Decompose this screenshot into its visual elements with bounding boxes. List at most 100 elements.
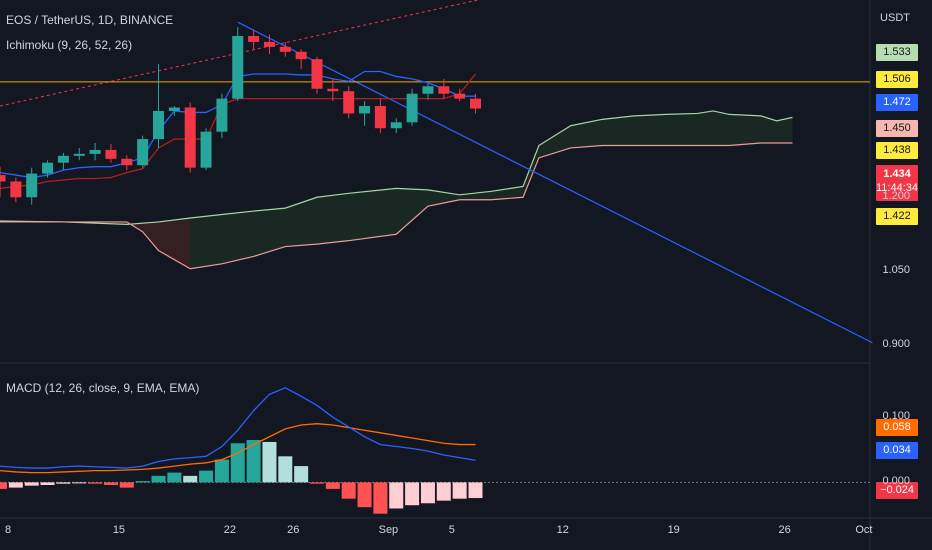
- candle-body: [359, 106, 371, 114]
- time-tick-label: 8: [4, 524, 12, 536]
- macd-histogram-bar: [167, 472, 182, 483]
- candle-body: [10, 181, 22, 198]
- candle-body: [374, 106, 386, 129]
- candle-body: [454, 93, 466, 99]
- candle-body: [422, 86, 434, 94]
- macd-histogram-bar: [452, 482, 467, 499]
- candle-body: [42, 162, 54, 174]
- macd-signal-line: [0, 423, 476, 474]
- time-tick-label: 22: [223, 524, 237, 536]
- time-tick-label: 19: [667, 524, 680, 536]
- price-tick-label: 0.900: [882, 338, 910, 351]
- candle-body: [0, 175, 6, 182]
- price-badge: 1.450: [876, 120, 918, 137]
- macd-tick-label: 0.000: [882, 475, 910, 488]
- candle-body: [200, 131, 212, 168]
- candle-body: [263, 41, 275, 47]
- macd-histogram-bar: [8, 482, 23, 488]
- current-price-badge: 1.434 11:44:34: [876, 165, 918, 201]
- macd-histogram-bar: [40, 482, 55, 485]
- ichimoku-cloud: [0, 110, 793, 269]
- ichimoku-legend[interactable]: Ichimoku (9, 26, 52, 26): [6, 38, 133, 52]
- candle-body: [406, 93, 418, 123]
- price-badge: 1.533: [876, 44, 918, 61]
- candle-body: [390, 122, 402, 129]
- macd-histogram-bar: [325, 482, 340, 489]
- candle-body: [57, 155, 69, 163]
- macd-line: [0, 387, 476, 469]
- macd-histogram-bar: [278, 456, 293, 483]
- macd-badge: 0.058: [876, 419, 918, 436]
- macd-histogram-bar: [199, 470, 214, 483]
- macd-histogram-bar: [230, 443, 245, 483]
- time-tick-label: 26: [778, 524, 791, 536]
- macd-histogram-bar: [420, 482, 435, 504]
- macd-histogram-bar: [0, 482, 7, 489]
- currency-label: USDT: [880, 12, 910, 24]
- macd-histogram-bar: [357, 482, 372, 508]
- candle-body: [327, 88, 339, 92]
- candle-body: [26, 173, 38, 198]
- macd-histogram-bar: [183, 475, 198, 483]
- candle-body: [470, 98, 481, 109]
- senkou-span-a: [0, 110, 793, 225]
- time-tick-label: 26: [287, 524, 300, 536]
- price-tick-label: 1.200: [882, 190, 910, 203]
- time-tick-label: Oct: [855, 524, 873, 536]
- macd-badge: −0.024: [876, 482, 918, 499]
- macd-histogram-bar: [103, 482, 118, 485]
- candle-body: [279, 46, 291, 52]
- macd-histogram-bar: [88, 482, 103, 484]
- time-tick-label: 12: [556, 524, 569, 536]
- candle-body: [121, 158, 133, 166]
- candle-body: [153, 110, 164, 140]
- countdown-timer: 11:44:34: [876, 182, 919, 194]
- candle-body: [105, 149, 117, 159]
- candle-body: [311, 59, 323, 89]
- macd-histogram-bar: [262, 441, 277, 483]
- price-badge: 1.438: [876, 142, 918, 159]
- symbol-title[interactable]: EOS / TetherUS, 1D, BINANCE: [6, 13, 174, 27]
- trendline: [237, 21, 873, 344]
- macd-histogram-bar: [56, 482, 71, 484]
- time-tick-label: 15: [112, 524, 126, 536]
- macd-histogram-bar: [24, 482, 39, 486]
- price-badge: 1.472: [876, 94, 918, 111]
- price-badge: 1.506: [876, 71, 918, 88]
- macd-histogram-bar: [246, 440, 261, 483]
- macd-histogram-bar: [294, 466, 309, 483]
- macd-histogram-bar: [214, 459, 229, 483]
- candle-body: [295, 51, 307, 60]
- dotted-trendline: [0, 0, 480, 107]
- macd-badge: 0.034: [876, 442, 918, 459]
- macd-tick-label: 0.100: [882, 410, 910, 423]
- macd-histogram-bar: [310, 482, 324, 484]
- time-tick-label: Sep: [378, 524, 399, 536]
- time-tick-label: 5: [448, 524, 455, 536]
- price-tick-label: 1.050: [882, 264, 910, 277]
- candle-body: [232, 36, 244, 99]
- senkou-span-b: [0, 142, 793, 270]
- macd-histogram-bar: [341, 482, 356, 499]
- macd-histogram-bar: [405, 482, 420, 506]
- macd-histogram-bar: [436, 482, 451, 501]
- macd-histogram-bar: [135, 481, 150, 483]
- macd-histogram-bar: [389, 482, 404, 509]
- candle-body: [184, 107, 196, 168]
- current-price-value: 1.434: [883, 168, 911, 180]
- candle-body: [168, 107, 180, 111]
- macd-histogram-bar: [119, 482, 134, 488]
- candle-body: [216, 98, 228, 132]
- candle-body: [248, 36, 260, 42]
- candle-body: [73, 153, 85, 156]
- macd-histogram-bar: [151, 475, 166, 483]
- candle-body: [343, 91, 355, 114]
- ichimoku-cloud-bearish: [0, 217, 191, 269]
- candle-body: [438, 86, 450, 94]
- price-badge: 1.422: [876, 208, 918, 225]
- candle-body: [89, 149, 101, 154]
- candle-body: [137, 139, 149, 166]
- macd-legend[interactable]: MACD (12, 26, close, 9, EMA, EMA): [6, 381, 200, 395]
- macd-histogram-bar: [468, 482, 483, 499]
